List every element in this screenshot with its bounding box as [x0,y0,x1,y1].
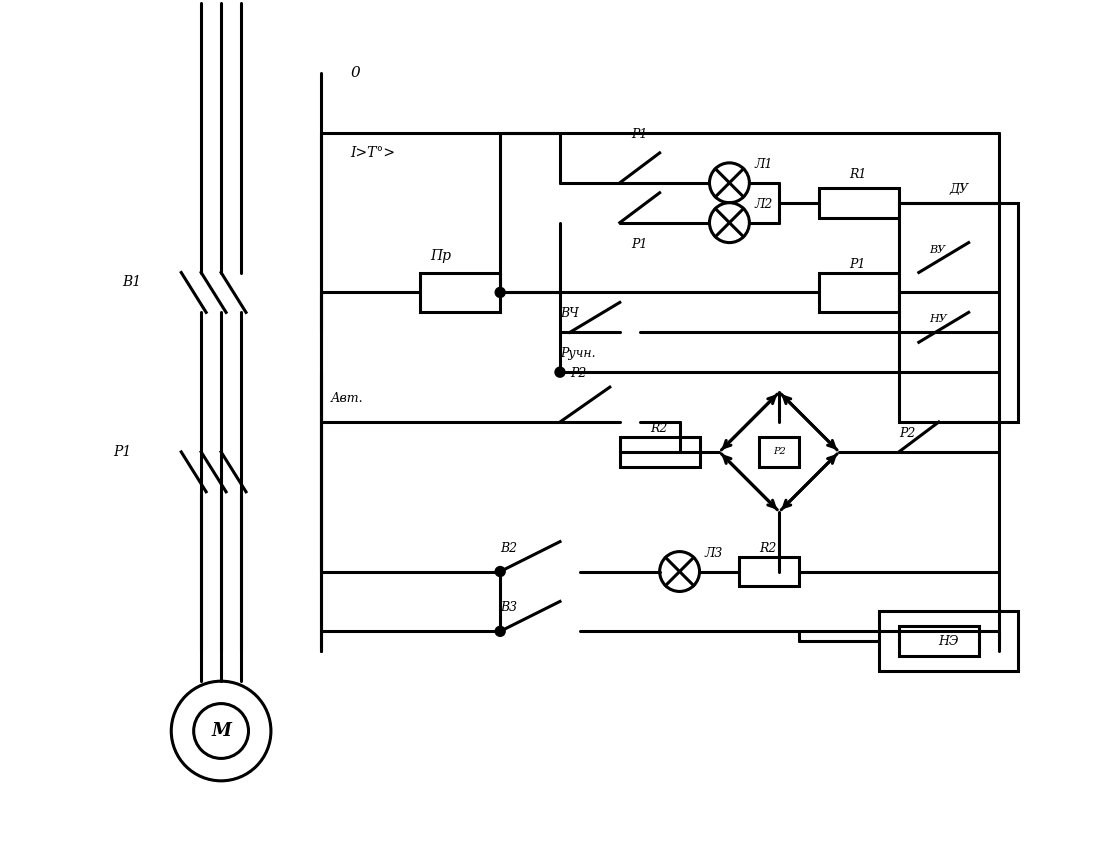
Bar [899,203,1019,422]
Text: Р2: Р2 [570,367,587,380]
Text: Р1: Р1 [113,445,131,459]
Bar [420,273,500,313]
Text: Л1: Л1 [754,158,773,171]
Text: В2: В2 [500,542,518,555]
Circle shape [710,203,749,243]
Text: Л2: Л2 [754,198,773,210]
Text: M: M [211,722,231,740]
Circle shape [660,551,700,591]
Text: R1: R1 [849,168,867,181]
Circle shape [710,163,749,203]
Text: НУ: НУ [929,314,947,325]
Text: Л3: Л3 [704,547,723,560]
Text: R2: R2 [650,422,667,435]
Text: I>T°>: I>T°> [351,146,396,160]
Text: ВЧ: ВЧ [560,308,579,320]
Text: Пр: Пр [430,249,451,262]
Text: ДУ: ДУ [949,183,969,196]
Text: Р2: Р2 [773,447,785,457]
Bar [819,273,899,313]
Bar [740,556,799,586]
Text: НЭ: НЭ [939,635,959,648]
Bar [899,626,979,656]
Text: R2: R2 [759,542,777,555]
Text: В3: В3 [500,602,518,614]
Circle shape [496,287,506,297]
Circle shape [556,367,565,377]
Text: Р1: Р1 [631,238,648,250]
Text: Р2: Р2 [899,427,915,440]
Text: 0: 0 [351,66,360,80]
Circle shape [496,626,506,636]
Bar [819,187,899,217]
Circle shape [993,367,1003,377]
Text: ВУ: ВУ [929,245,944,255]
Text: Р1: Р1 [631,128,648,141]
Bar [620,437,700,467]
Text: В1: В1 [122,275,141,290]
Circle shape [193,704,249,758]
Bar [879,612,1019,671]
Circle shape [496,567,506,577]
Text: Р1: Р1 [849,257,865,271]
Text: Ручн.: Ручн. [560,348,595,360]
Bar [759,437,799,467]
Circle shape [171,681,271,780]
Text: Авт.: Авт. [331,392,363,405]
